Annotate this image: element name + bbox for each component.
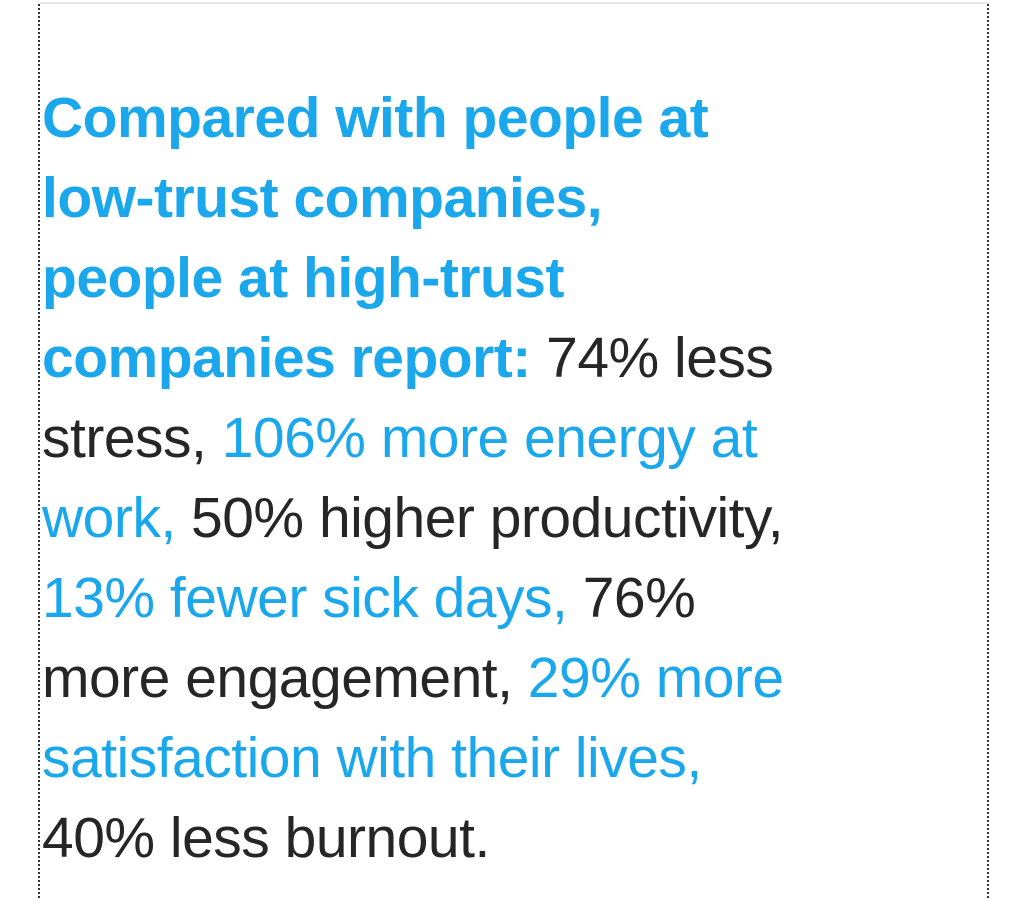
text-line: 13% fewer sick days, 76%: [42, 558, 784, 638]
highlight-segment: Compared with people at: [42, 86, 709, 150]
highlight-segment: 13% fewer sick days,: [42, 566, 568, 630]
highlight-segment: 106% more energy at: [221, 406, 758, 470]
top-divider: [40, 2, 990, 4]
text-line: 40% less burnout.: [42, 798, 784, 878]
text-segment: 74% less: [530, 326, 774, 390]
text-segment: 76%: [567, 566, 696, 630]
text-line: satisfaction with their lives,: [42, 718, 784, 798]
highlight-segment: low-trust companies,: [42, 166, 603, 230]
text-line: low-trust companies,: [42, 158, 784, 238]
text-segment: 50% higher productivity,: [175, 486, 784, 550]
text-line: companies report: 74% less: [42, 318, 784, 398]
right-dotted-border: [987, 4, 989, 898]
highlight-segment: 29% more: [527, 646, 784, 710]
left-dotted-border: [38, 4, 40, 898]
text-line: more engagement, 29% more: [42, 638, 784, 718]
text-segment: more engagement,: [42, 646, 528, 710]
text-line: people at high-trust: [42, 238, 784, 318]
trust-statistics-paragraph: Compared with people at low-trust compani…: [42, 78, 784, 878]
text-segment: 40% less burnout.: [42, 806, 490, 870]
highlight-segment: companies report:: [42, 326, 531, 390]
text-line: Compared with people at: [42, 78, 784, 158]
highlight-segment: work,: [42, 486, 176, 550]
text-line: stress, 106% more energy at: [42, 398, 784, 478]
text-line: work, 50% higher productivity,: [42, 478, 784, 558]
highlight-segment: people at high-trust: [42, 246, 564, 310]
highlight-segment: satisfaction with their lives,: [42, 726, 702, 790]
text-segment: stress,: [42, 406, 222, 470]
